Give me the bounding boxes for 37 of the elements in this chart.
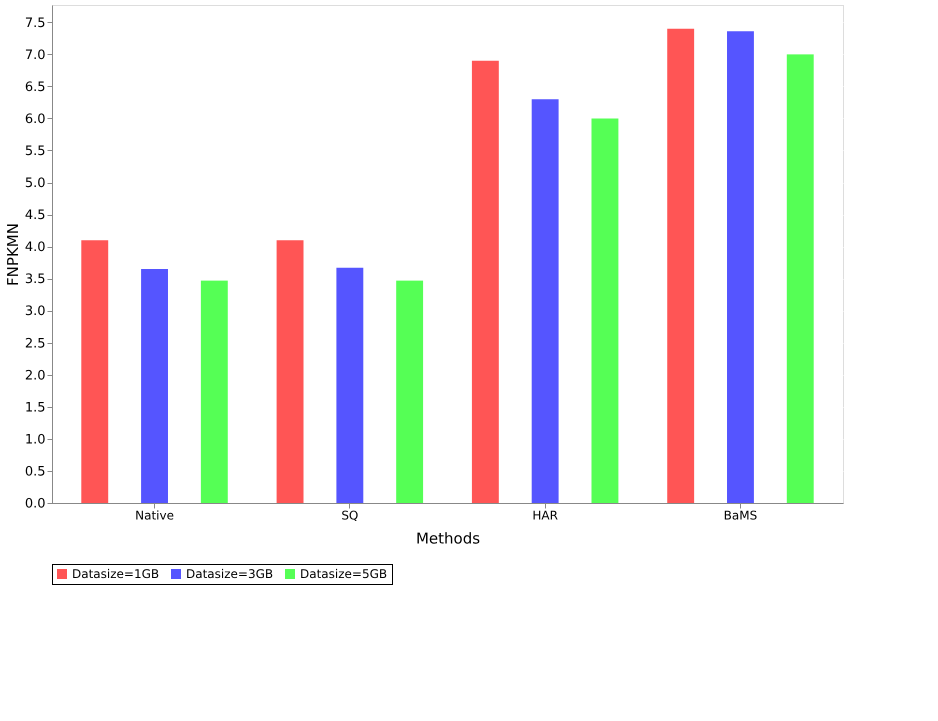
y-tick-label: 1.5 (24, 400, 46, 416)
x-tick-label: BaMS (724, 508, 758, 522)
legend-label: Datasize=1GB (72, 567, 160, 581)
y-tick-label: 0.5 (24, 464, 46, 480)
y-tick-label: 7.5 (24, 16, 46, 31)
y-tick-label: 5.0 (24, 176, 46, 192)
bar (396, 280, 424, 503)
bar (141, 269, 168, 503)
y-tick-label: 5.5 (24, 144, 46, 159)
y-tick-label: 2.5 (24, 336, 46, 352)
bar (727, 31, 754, 503)
y-tick-label: 6.0 (24, 112, 46, 127)
bar (591, 118, 618, 503)
y-tick-label: 3.0 (24, 304, 46, 320)
bar (200, 280, 228, 503)
bar (81, 240, 108, 503)
y-tick-label: 2.0 (24, 368, 46, 384)
y-tick-label: 7.0 (24, 48, 46, 63)
x-tick-label: SQ (341, 508, 358, 522)
y-axis-title: FNPKMN (4, 223, 22, 286)
bar (276, 240, 304, 503)
legend-label: Datasize=5GB (300, 567, 388, 581)
y-tick-label: 6.5 (24, 80, 46, 95)
x-tick-label: HAR (532, 508, 558, 522)
bar (532, 99, 559, 503)
y-tick-label: 0.0 (24, 496, 46, 512)
bar (472, 60, 499, 503)
bar (667, 28, 694, 503)
x-tick-label: Native (135, 508, 174, 522)
y-tick-label: 4.0 (24, 240, 46, 256)
legend-label: Datasize=3GB (186, 567, 274, 581)
bar (786, 54, 814, 503)
bar (336, 268, 364, 503)
y-tick-label: 4.5 (24, 208, 46, 224)
y-tick-label: 1.0 (24, 432, 46, 448)
y-tick-label: 3.5 (24, 272, 46, 288)
x-axis-title: Methods (416, 530, 480, 548)
